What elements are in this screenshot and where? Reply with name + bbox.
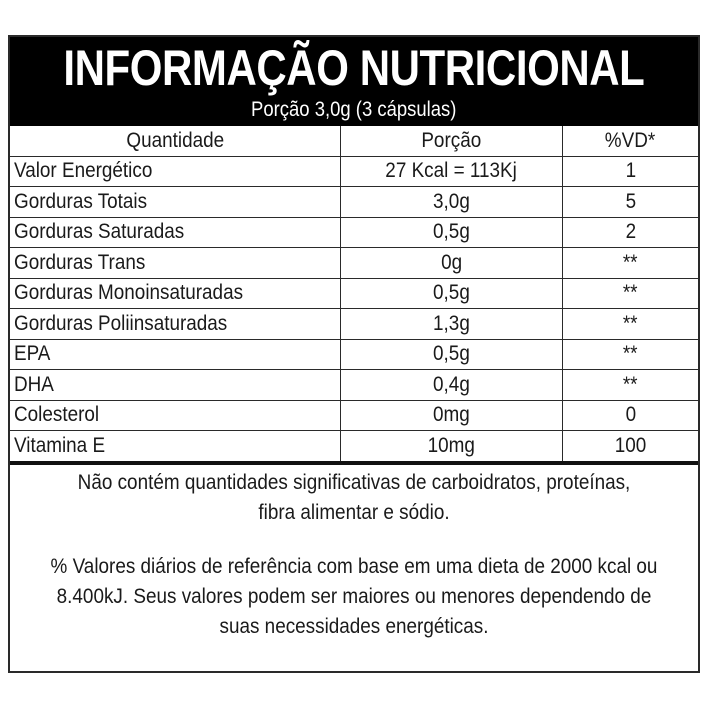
nutrient-portion-cell: 0,5g xyxy=(340,216,563,248)
nutrient-name: EPA xyxy=(14,342,51,366)
table-row: DHA 0,4g ** xyxy=(10,369,698,401)
nutrient-name: Gorduras Saturadas xyxy=(14,220,185,244)
nutrient-portion: 0mg xyxy=(433,403,470,427)
nutrient-name: Colesterol xyxy=(14,403,100,427)
nutrient-portion-cell: 1,3g xyxy=(340,308,563,340)
nutrient-daily-value-cell: 2 xyxy=(562,216,698,248)
nutrient-name-cell: DHA xyxy=(10,369,341,401)
nutrient-daily-value: 1 xyxy=(625,159,636,183)
nutrient-name: Gorduras Poliinsaturadas xyxy=(14,311,228,335)
column-header-dv: %VD* xyxy=(562,126,698,157)
nutrient-daily-value: ** xyxy=(623,311,638,335)
nutrient-portion-cell: 27 Kcal = 113Kj xyxy=(340,155,563,187)
nutrient-name: Gorduras Trans xyxy=(14,250,146,274)
nutrient-portion: 1,3g xyxy=(433,311,470,335)
nutrient-portion: 0,5g xyxy=(433,281,470,305)
nutrient-daily-value: ** xyxy=(623,250,638,274)
nutrient-daily-value: 0 xyxy=(625,403,636,427)
nutrient-portion-cell: 0g xyxy=(340,247,563,279)
nutrient-portion-cell: 0,5g xyxy=(340,277,563,309)
nutrient-name: DHA xyxy=(14,372,54,396)
nutrient-daily-value: 2 xyxy=(625,220,636,244)
nutrient-portion: 0,5g xyxy=(433,342,470,366)
label-header: INFORMAÇÃO NUTRICIONAL Porção 3,0g (3 cá… xyxy=(10,37,698,126)
column-header-portion: Porção xyxy=(340,126,563,157)
nutrient-daily-value-cell: 1 xyxy=(562,155,698,187)
serving-size-wrap: Porção 3,0g (3 cápsulas) xyxy=(10,97,698,123)
nutrient-daily-value-cell: ** xyxy=(562,369,698,401)
table-row: Gorduras Saturadas 0,5g 2 xyxy=(10,216,698,248)
table-header-row: Quantidade Porção %VD* xyxy=(10,126,698,157)
nutrient-name-cell: Gorduras Saturadas xyxy=(10,216,341,248)
nutrient-daily-value: ** xyxy=(623,372,638,396)
nutrient-name-cell: Vitamina E xyxy=(10,430,341,465)
nutrient-portion-cell: 0,4g xyxy=(340,369,563,401)
nutrient-daily-value: 100 xyxy=(614,433,647,457)
nutrient-daily-value-cell: 5 xyxy=(562,186,698,218)
nutrient-daily-value-cell: 100 xyxy=(562,430,698,465)
nutrient-portion-cell: 3,0g xyxy=(340,186,563,218)
column-header-text: Porção xyxy=(421,128,482,152)
nutrient-daily-value: 5 xyxy=(625,189,636,213)
table-row: Gorduras Monoinsaturadas 0,5g ** xyxy=(10,277,698,309)
label-footer: Não contém quantidades significativas de… xyxy=(10,465,698,642)
nutrient-name-cell: Valor Energético xyxy=(10,155,341,187)
nutrient-name: Vitamina E xyxy=(14,433,106,457)
nutrient-name: Gorduras Totais xyxy=(14,189,148,213)
column-header-quantity: Quantidade xyxy=(10,126,341,157)
nutrient-name-cell: EPA xyxy=(10,338,341,370)
nutrient-daily-value: ** xyxy=(623,281,638,305)
table-row: Gorduras Poliinsaturadas 1,3g ** xyxy=(10,308,698,340)
nutrient-name: Valor Energético xyxy=(14,159,153,183)
table-row: Vitamina E 10mg 100 xyxy=(10,430,698,465)
table-row: Gorduras Totais 3,0g 5 xyxy=(10,186,698,218)
table-row: EPA 0,5g ** xyxy=(10,338,698,370)
nutrient-daily-value-cell: ** xyxy=(562,277,698,309)
nutrient-daily-value-cell: 0 xyxy=(562,399,698,431)
nutrient-name-cell: Gorduras Totais xyxy=(10,186,341,218)
nutrient-name-cell: Gorduras Monoinsaturadas xyxy=(10,277,341,309)
column-header-text: %VD* xyxy=(605,128,656,152)
table-row: Valor Energético 27 Kcal = 113Kj 1 xyxy=(10,155,698,187)
nutrient-daily-value-cell: ** xyxy=(562,247,698,279)
nutrient-name: Gorduras Monoinsaturadas xyxy=(14,281,244,305)
nutrition-facts-label: INFORMAÇÃO NUTRICIONAL Porção 3,0g (3 cá… xyxy=(8,35,700,673)
column-header-text: Quantidade xyxy=(126,128,224,152)
nutrient-portion: 10mg xyxy=(427,433,476,457)
nutrient-portion-cell: 0,5g xyxy=(340,338,563,370)
nutrient-daily-value-cell: ** xyxy=(562,338,698,370)
nutrient-name-cell: Gorduras Poliinsaturadas xyxy=(10,308,341,340)
nutrient-portion: 0g xyxy=(440,250,463,274)
nutrient-daily-value-cell: ** xyxy=(562,308,698,340)
label-title-wrap: INFORMAÇÃO NUTRICIONAL xyxy=(10,40,698,96)
table-row: Gorduras Trans 0g ** xyxy=(10,247,698,279)
nutrient-name-cell: Colesterol xyxy=(10,399,341,431)
nutrition-table: Quantidade Porção %VD* Valor Energético 2… xyxy=(10,126,698,465)
table-row: Colesterol 0mg 0 xyxy=(10,399,698,431)
nutrient-portion: 3,0g xyxy=(433,189,470,213)
nutrient-portion: 27 Kcal = 113Kj xyxy=(385,159,518,183)
nutrient-name-cell: Gorduras Trans xyxy=(10,247,341,279)
nutrient-portion: 0,5g xyxy=(433,220,470,244)
serving-size: Porção 3,0g (3 cápsulas) xyxy=(251,98,457,121)
nutrient-portion-cell: 0mg xyxy=(340,399,563,431)
nutrient-portion-cell: 10mg xyxy=(340,430,563,465)
nutrient-daily-value: ** xyxy=(623,342,638,366)
nutrient-portion: 0,4g xyxy=(433,372,470,396)
footer-daily-values: % Valores diários de referência com base… xyxy=(50,554,658,638)
footer-note: Não contém quantidades significativas de… xyxy=(77,470,631,524)
label-title: INFORMAÇÃO NUTRICIONAL xyxy=(63,40,645,96)
